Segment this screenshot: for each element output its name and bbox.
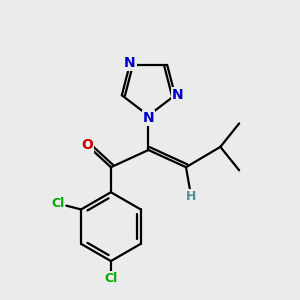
Text: N: N [172,88,183,102]
Text: N: N [142,111,154,125]
Text: Cl: Cl [104,272,118,285]
Text: Cl: Cl [51,197,64,210]
Text: N: N [124,56,136,70]
Text: O: O [81,138,93,152]
Text: H: H [185,190,196,203]
